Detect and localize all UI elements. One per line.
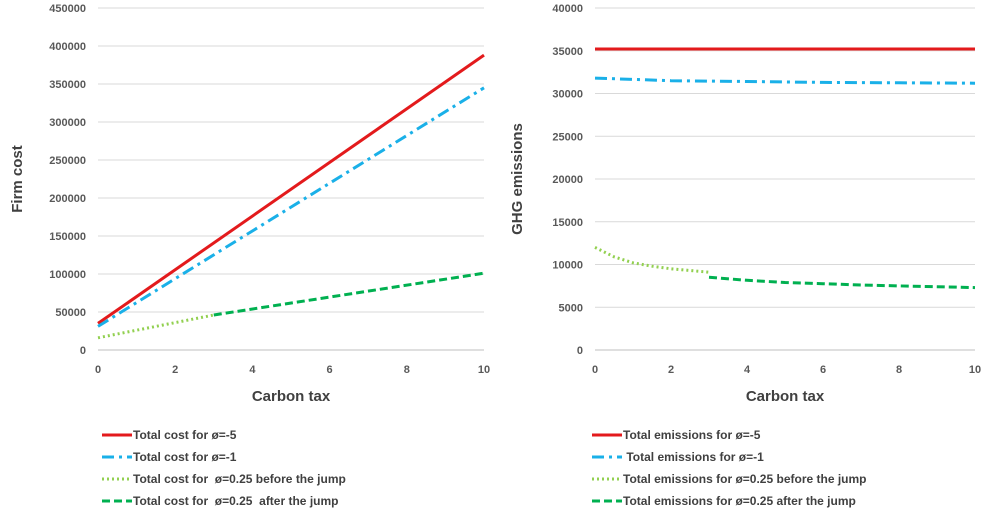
x-tick-label: 10 xyxy=(969,364,981,376)
legend-label: Total cost for ø=0.25 before the jump xyxy=(133,472,346,486)
ghg-emissions-chart: 0 5000 10000 15000 20000 25000 30000 35000 40000… xyxy=(509,3,981,508)
legend-label: Total emissions for ø=-1 xyxy=(623,450,764,464)
x-tick-label: 8 xyxy=(404,364,410,376)
firm-cost-chart: 0 50000 100000 150000 200000 250000 300000 3500… xyxy=(9,3,490,508)
series-line-4 xyxy=(213,271,485,317)
y-tick-label: 150000 xyxy=(49,231,86,243)
y-tick-label: 100000 xyxy=(49,269,86,281)
y-tick-label: 200000 xyxy=(49,193,86,205)
y-tick-label: 250000 xyxy=(49,155,86,167)
y-tick-label: 25000 xyxy=(552,131,583,143)
series-line-2 xyxy=(594,76,976,85)
y-tick-label: 40000 xyxy=(552,3,583,15)
series-line-4 xyxy=(708,275,976,290)
y-tick-label: 35000 xyxy=(552,46,583,58)
series-line-3 xyxy=(594,246,710,274)
legend-label: Total cost for ø=0.25 after the jump xyxy=(133,494,338,508)
x-tick-label: 0 xyxy=(95,364,101,376)
series-line-1 xyxy=(97,53,485,325)
series-line-3 xyxy=(97,313,215,340)
y-tick-label: 20000 xyxy=(552,174,583,186)
x-tick-label: 8 xyxy=(896,364,902,376)
y-tick-label: 10000 xyxy=(552,260,583,272)
y-axis-title: GHG emissions xyxy=(509,123,526,235)
series-line-2 xyxy=(97,86,485,328)
legend-label: Total cost for ø=-1 xyxy=(133,450,237,464)
x-tick-label: 4 xyxy=(249,364,256,376)
legend-label: Total emissions for ø=-5 xyxy=(623,428,761,442)
y-tick-label: 15000 xyxy=(552,217,583,229)
legend-label: Total emissions for ø=0.25 before the ju… xyxy=(623,472,867,486)
y-tick-label: 350000 xyxy=(49,79,86,91)
y-tick-label: 50000 xyxy=(55,307,86,319)
y-tick-label: 0 xyxy=(80,345,86,357)
legend-label: Total cost for ø=-5 xyxy=(133,428,237,442)
y-tick-label: 30000 xyxy=(552,89,583,101)
y-tick-label: 400000 xyxy=(49,41,86,53)
x-tick-label: 6 xyxy=(327,364,333,376)
x-axis-title: Carbon tax xyxy=(252,388,331,405)
x-tick-label: 10 xyxy=(478,364,490,376)
legend-label: Total emissions for ø=0.25 after the jum… xyxy=(623,494,856,508)
x-tick-label: 4 xyxy=(744,364,751,376)
x-tick-label: 6 xyxy=(820,364,826,376)
y-axis-title: Firm cost xyxy=(9,145,26,213)
y-tick-label: 5000 xyxy=(559,302,583,314)
y-tick-label: 450000 xyxy=(49,3,86,15)
y-tick-label: 300000 xyxy=(49,117,86,129)
x-tick-label: 2 xyxy=(172,364,178,376)
y-tick-label: 0 xyxy=(577,345,583,357)
x-tick-label: 0 xyxy=(592,364,598,376)
x-tick-label: 2 xyxy=(668,364,674,376)
x-axis-title: Carbon tax xyxy=(746,388,825,405)
